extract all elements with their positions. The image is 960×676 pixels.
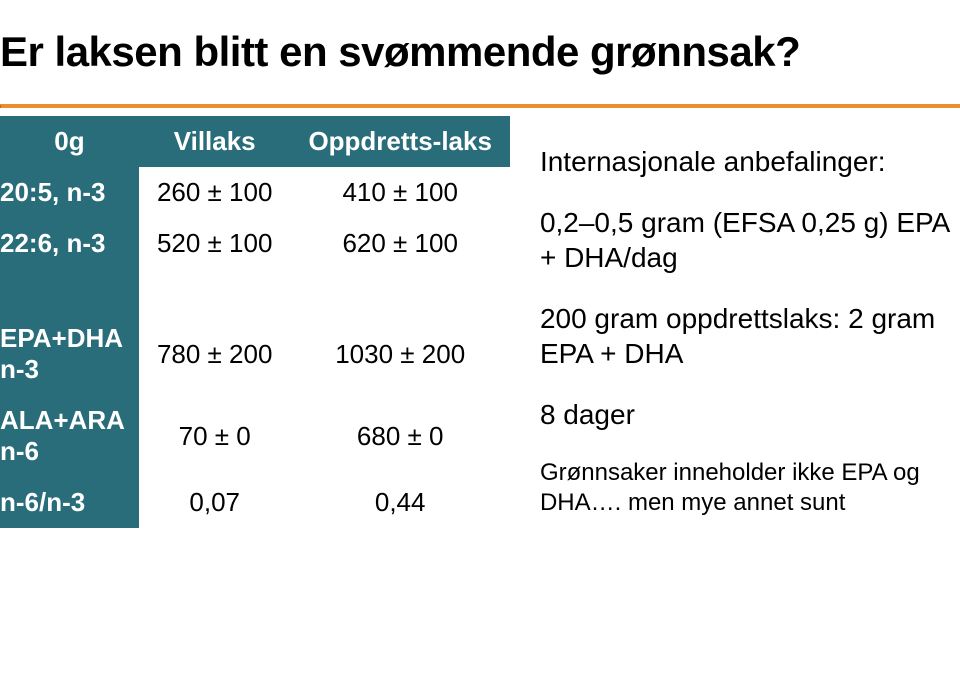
days: 8 dager [540,397,960,432]
table-cell [139,269,290,313]
data-table-wrap: 0g Villaks Oppdretts-laks 20:5, n-3260 ±… [0,116,510,544]
row-label: 20:5, n-3 [0,167,139,218]
content-row: 0g Villaks Oppdretts-laks 20:5, n-3260 ±… [0,108,960,544]
table-cell [290,269,510,313]
table-cell: 410 ± 100 [290,167,510,218]
recommend-heading: Internasjonale anbefalinger: [540,144,960,179]
row-label [0,269,139,313]
table-cell: 0,44 [290,477,510,528]
col-header-2: Oppdretts-laks [290,116,510,167]
row-label: 22:6, n-3 [0,218,139,269]
row-label: EPA+DHA n-3 [0,313,139,395]
table-cell: 520 ± 100 [139,218,290,269]
row-label: ALA+ARA n-6 [0,395,139,477]
table-cell: 260 ± 100 [139,167,290,218]
table-cell: 0,07 [139,477,290,528]
table-corner: 0g [0,116,139,167]
slide-title: Er laksen blitt en svømmende grønnsak? [0,0,960,86]
table-cell: 1030 ± 200 [290,313,510,395]
row-label: n-6/n-3 [0,477,139,528]
table-body: 20:5, n-3260 ± 100410 ± 100 22:6, n-3520 … [0,167,510,528]
table-cell: 680 ± 0 [290,395,510,477]
example-calc: 200 gram oppdrettslaks: 2 gram EPA + DHA [540,301,960,371]
footnote: Grønnsaker inneholder ikke EPA og DHA…. … [540,458,960,518]
table-cell: 70 ± 0 [139,395,290,477]
right-text: Internasjonale anbefalinger: 0,2–0,5 gra… [540,116,960,544]
table-cell: 780 ± 200 [139,313,290,395]
table-cell: 620 ± 100 [290,218,510,269]
recommend-range: 0,2–0,5 gram (EFSA 0,25 g) EPA + DHA/dag [540,205,960,275]
col-header-1: Villaks [139,116,290,167]
data-table: 0g Villaks Oppdretts-laks 20:5, n-3260 ±… [0,116,510,528]
